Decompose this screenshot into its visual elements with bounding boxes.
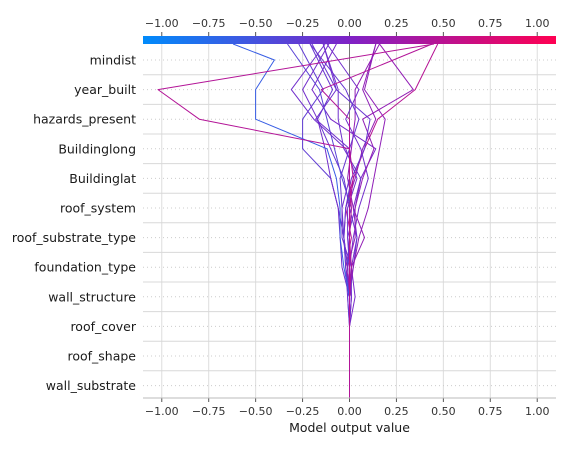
feature-label: wall_substrate: [46, 378, 137, 393]
bottom-tick-label: −0.50: [239, 405, 273, 418]
series-line: [290, 43, 358, 398]
feature-label: roof_substrate_type: [12, 230, 136, 245]
series-line: [320, 43, 433, 398]
top-tick-label: 1.00: [525, 17, 550, 30]
series-line: [345, 43, 439, 398]
series-line: [157, 43, 435, 398]
feature-label: hazards_present: [33, 112, 136, 127]
series-lines: [157, 43, 439, 398]
top-tick-label: 0.25: [384, 17, 409, 30]
top-tick-label: −0.50: [239, 17, 273, 30]
top-tick-label: −0.25: [286, 17, 320, 30]
feature-label: Buildinglong: [58, 141, 136, 156]
x-axis-title: Model output value: [289, 420, 410, 435]
bottom-tick-label: 0.00: [337, 405, 362, 418]
feature-labels: mindist year_built hazards_present Building…: [12, 53, 137, 394]
feature-label: roof_shape: [67, 349, 136, 364]
bottom-tick-label: −1.00: [145, 405, 179, 418]
series-line: [232, 43, 350, 398]
top-tick-label: −1.00: [145, 17, 179, 30]
feature-label: roof_system: [60, 201, 136, 216]
feature-label: Buildinglat: [69, 171, 136, 186]
top-tick-label: −0.75: [192, 17, 226, 30]
top-tick-label: 0.50: [431, 17, 456, 30]
bottom-tick-label: 1.00: [525, 405, 550, 418]
top-axis-ticks: −1.00 −0.75 −0.50 −0.25 0.00 0.25 0.50 0.75 1.00: [145, 17, 550, 36]
bottom-tick-label: 0.75: [478, 405, 503, 418]
feature-label: wall_structure: [48, 289, 136, 304]
colorbar: [143, 36, 556, 44]
top-tick-label: 0.00: [337, 17, 362, 30]
bottom-tick-label: −0.75: [192, 405, 226, 418]
feature-label: year_built: [74, 82, 136, 97]
top-tick-label: 0.75: [478, 17, 503, 30]
bottom-axis-ticks: −1.00 −0.75 −0.50 −0.25 0.00 0.25 0.50 0.75 1.00: [145, 398, 550, 418]
bottom-tick-label: 0.25: [384, 405, 409, 418]
bottom-tick-label: −0.25: [286, 405, 320, 418]
feature-label: mindist: [90, 53, 136, 68]
bottom-tick-label: 0.50: [431, 405, 456, 418]
feature-label: foundation_type: [34, 260, 136, 275]
series-line: [347, 43, 414, 398]
feature-label: roof_cover: [70, 319, 136, 334]
